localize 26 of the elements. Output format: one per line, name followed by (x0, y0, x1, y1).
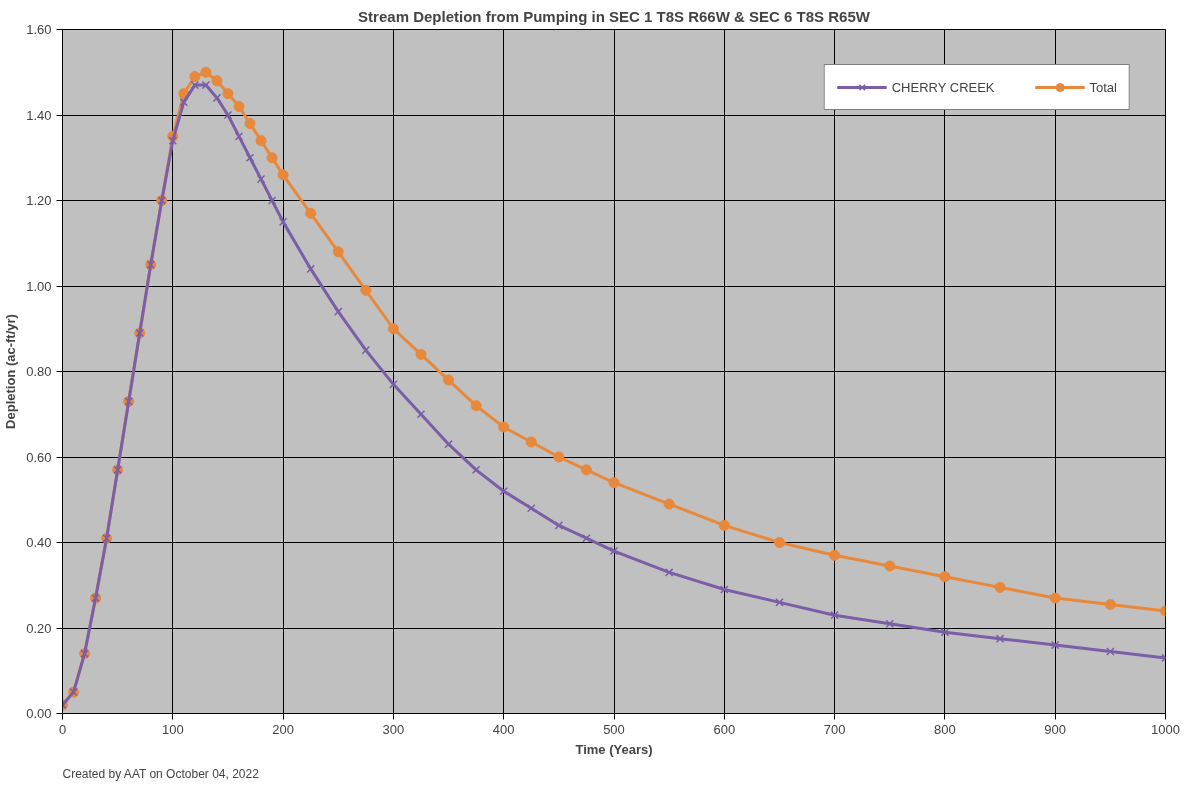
x-tick-label: 500 (603, 721, 625, 737)
y-tick-label: 1.20 (26, 193, 52, 208)
x-tick-label: 600 (713, 721, 736, 737)
y-tick-label: 0.40 (26, 535, 52, 550)
x-tick-label: 100 (161, 721, 184, 737)
y-tick-label: 1.00 (26, 278, 52, 294)
y-tick-label: 0.80 (26, 364, 52, 379)
y-tick-label: 1.40 (26, 107, 52, 123)
chart-title: Stream Depletion from Pumping in SEC 1 T8S R66W & SEC 6 T8S R65W (358, 7, 871, 25)
text: Created by AAT on October 04, 2022 (62, 766, 260, 781)
y-axis-title: Depletion (ac-ft/yr) (3, 314, 19, 429)
x-tick-label: 0 (58, 721, 67, 737)
x-tick-label: 200 (272, 721, 294, 737)
x-tick-label: 900 (1044, 721, 1067, 737)
x-axis-title: Time (Years) (575, 741, 653, 757)
x-tick-label: 700 (823, 721, 846, 737)
x-tick-label: 1000 (1151, 721, 1180, 737)
x-tick-label: 800 (934, 721, 956, 737)
x-tick-label: 400 (492, 721, 515, 737)
y-tick-label: 0.60 (26, 449, 52, 465)
legend-label: CHERRY CREEK (891, 79, 995, 95)
y-tick-label: 0.00 (26, 706, 52, 721)
y-tick-label: 1.60 (26, 22, 52, 37)
x-tick-label: 300 (382, 721, 405, 737)
legend-label: Total (1089, 79, 1117, 95)
y-tick-label: 0.20 (26, 620, 52, 636)
